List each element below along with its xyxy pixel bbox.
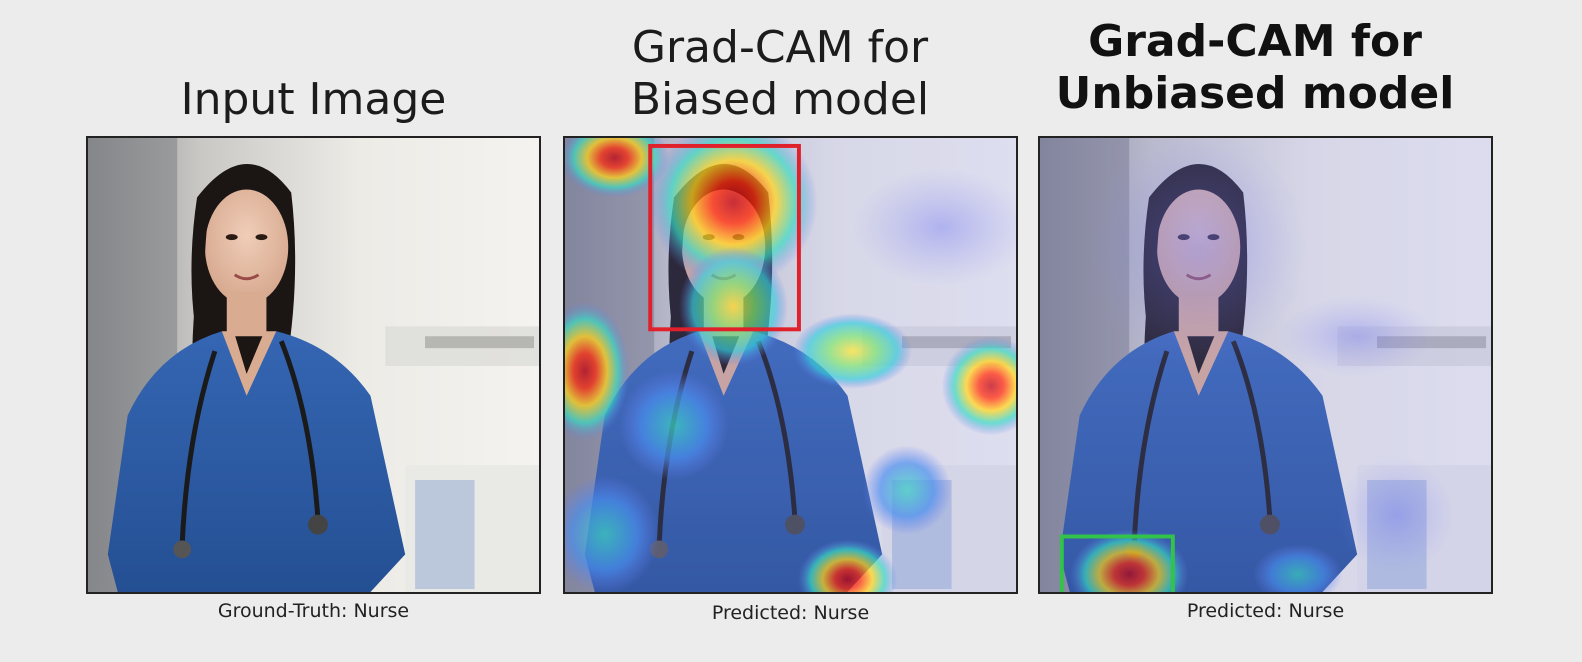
- biased-gradcam-panel: [563, 136, 1018, 594]
- title-unbiased-line-1: Grad-CAM for: [1088, 16, 1422, 67]
- caption-unbiased-prediction: Predicted: Nurse: [1186, 600, 1345, 622]
- unbiased-gradcam-panel: [1038, 136, 1493, 594]
- biased-heatmap-photo: [565, 138, 1016, 592]
- title-unbiased-model: Grad-CAM for Unbiased model: [1030, 16, 1480, 120]
- nurse-photo: [88, 138, 539, 592]
- title-unbiased-line-2: Unbiased model: [1055, 68, 1455, 119]
- title-biased-line-1: Grad-CAM for: [631, 22, 929, 73]
- title-input-image: Input Image: [180, 74, 447, 125]
- unbiased-heatmap-photo: [1040, 138, 1491, 592]
- caption-biased-prediction: Predicted: Nurse: [711, 602, 870, 624]
- biased-highlight-box: [648, 143, 801, 332]
- title-biased-model: Grad-CAM for Biased model: [560, 22, 1000, 126]
- caption-ground-truth: Ground-Truth: Nurse: [217, 600, 410, 622]
- input-image-panel: [86, 136, 541, 594]
- title-biased-line-2: Biased model: [630, 74, 930, 125]
- unbiased-highlight-box: [1059, 534, 1175, 592]
